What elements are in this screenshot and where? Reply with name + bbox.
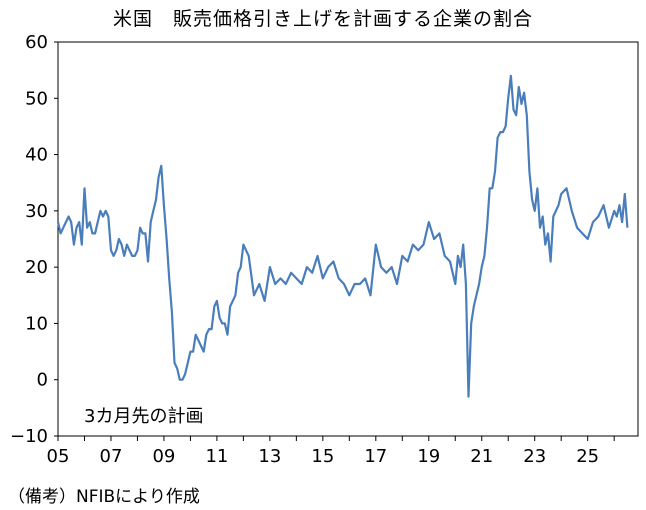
x-tick-label: 11	[205, 446, 228, 467]
y-tick-label: 10	[25, 313, 48, 334]
source-note: （備考）NFIBにより作成	[8, 487, 200, 507]
x-tick-label: 19	[417, 446, 440, 467]
x-axis: 05 07 09 11 13 15 17 19 21 23 25	[47, 436, 615, 467]
y-tick-label: 60	[25, 32, 48, 53]
chart-title: 米国 販売価格引き上げを計画する企業の割合	[112, 8, 533, 30]
y-tick-label: −10	[10, 426, 48, 447]
plot-area	[57, 41, 639, 437]
x-tick-label: 25	[576, 446, 599, 467]
x-tick-label: 07	[100, 446, 123, 467]
y-tick-label: 50	[25, 88, 48, 109]
y-tick-label: 20	[25, 257, 48, 278]
y-tick-label: 40	[25, 145, 48, 166]
x-tick-label: 21	[470, 446, 493, 467]
x-tick-label: 23	[523, 446, 546, 467]
y-axis: 60 50 40 30 20 10 0 −10	[10, 32, 58, 447]
x-tick-label: 13	[258, 446, 281, 467]
x-tick-label: 15	[311, 446, 334, 467]
y-tick-label: 0	[37, 370, 48, 391]
series-line	[56, 74, 629, 398]
x-tick-label: 05	[47, 446, 70, 467]
x-tick-label: 17	[364, 446, 387, 467]
chart-annotation: 3カ月先の計画	[84, 406, 203, 427]
y-tick-label: 30	[25, 201, 48, 222]
x-tick-label: 09	[152, 446, 175, 467]
